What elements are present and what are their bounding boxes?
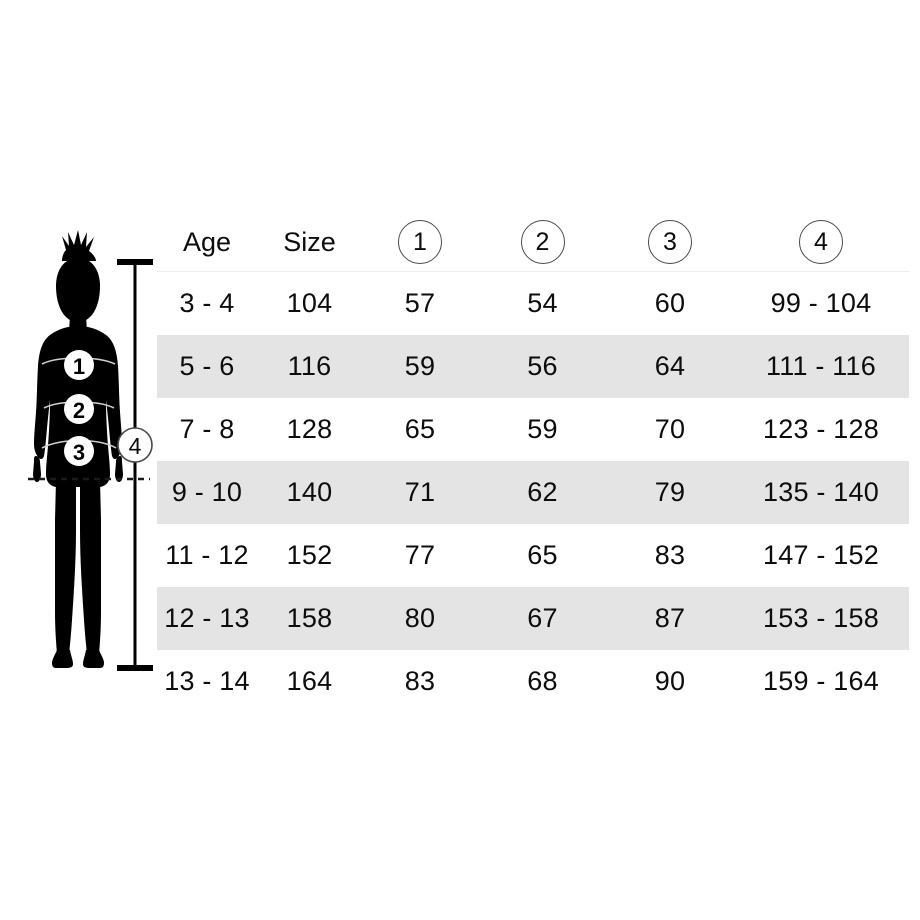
marker-2: 2	[64, 394, 94, 424]
column-header-measure-3: 3	[607, 213, 733, 272]
cell-size: 140	[286, 477, 333, 507]
cell-size: 152	[286, 540, 333, 570]
cell-m2: 54	[527, 288, 558, 318]
cell-m2: 67	[527, 603, 558, 633]
cell-m4: 147 - 152	[763, 540, 879, 570]
cell-age: 11 - 12	[165, 540, 249, 570]
height-ruler-icon: 4	[117, 259, 153, 671]
cell-age: 13 - 14	[164, 666, 250, 696]
column-header-size: Size	[283, 226, 336, 257]
column-header-measure-4: 4	[733, 213, 909, 272]
cell-age: 9 - 10	[171, 477, 243, 507]
circled-number-1-icon: 1	[398, 220, 442, 264]
cell-m1: 59	[404, 351, 436, 381]
size-table: Age Size 1 2 3 4 3 - 4 104 57 54 60 99 - 104 5…	[157, 213, 909, 713]
circled-number-3-icon: 3	[648, 220, 692, 264]
cell-m1: 77	[404, 540, 436, 570]
table-row: 12 - 13 158 80 67 87 153 - 158	[157, 587, 909, 650]
cell-m3: 90	[654, 666, 686, 696]
table-row: 11 - 12 152 77 65 83 147 - 152	[157, 524, 909, 587]
cell-m1: 71	[404, 477, 436, 507]
cell-size: 116	[287, 351, 332, 381]
cell-m4: 135 - 140	[763, 477, 879, 507]
cell-m4: 111 - 116	[766, 351, 876, 381]
cell-m2: 62	[527, 477, 558, 507]
cell-age: 3 - 4	[179, 288, 235, 318]
cell-m3: 79	[654, 477, 686, 507]
table-row: 9 - 10 140 71 62 79 135 - 140	[157, 461, 909, 524]
marker-4-label: 4	[129, 433, 142, 459]
cell-m3: 87	[654, 603, 686, 633]
cell-age: 7 - 8	[179, 414, 235, 444]
cell-m3: 60	[654, 288, 686, 318]
cell-m1: 57	[404, 288, 436, 318]
cell-size: 164	[286, 666, 333, 696]
table-row: 5 - 6 116 59 56 64 111 - 116	[157, 335, 909, 398]
table-row: 7 - 8 128 65 59 70 123 - 128	[157, 398, 909, 461]
cell-age: 5 - 6	[179, 351, 235, 381]
column-header-age: Age	[182, 226, 232, 257]
marker-1: 1	[64, 350, 94, 380]
table-body: 3 - 4 104 57 54 60 99 - 104 5 - 6 116 59 56 64 111 …	[157, 272, 909, 713]
cell-m1: 80	[404, 603, 436, 633]
marker-1-label: 1	[73, 354, 85, 379]
cell-size: 104	[286, 288, 333, 318]
table-row: 13 - 14 164 83 68 90 159 - 164	[157, 650, 909, 713]
cell-m3: 83	[654, 540, 686, 570]
column-header-measure-2: 2	[478, 213, 607, 272]
female-silhouette-icon: 1 2 3	[28, 230, 150, 668]
cell-m4: 123 - 128	[763, 414, 879, 444]
cell-m2: 68	[527, 666, 558, 696]
cell-size: 128	[286, 414, 333, 444]
marker-3-label: 3	[73, 440, 85, 465]
cell-size: 158	[286, 603, 333, 633]
table-row: 3 - 4 104 57 54 60 99 - 104	[157, 272, 909, 335]
cell-m2: 56	[527, 351, 558, 381]
cell-m2: 65	[527, 540, 558, 570]
column-header-measure-1: 1	[362, 213, 478, 272]
cell-m4: 153 - 158	[763, 603, 879, 633]
cell-m1: 83	[404, 666, 436, 696]
table-header-row: Age Size 1 2 3 4	[157, 213, 909, 272]
circled-number-4-icon: 4	[799, 220, 843, 264]
cell-m4: 99 - 104	[770, 288, 872, 318]
marker-3: 3	[64, 436, 94, 466]
cell-m1: 65	[404, 414, 436, 444]
body-figure-illustration: 1 2 3	[10, 230, 150, 680]
cell-m3: 64	[654, 351, 686, 381]
cell-m2: 59	[527, 414, 558, 444]
circled-number-2-icon: 2	[520, 220, 565, 264]
cell-m3: 70	[654, 414, 686, 444]
height-measurement-bar: 4	[105, 255, 165, 675]
cell-m4: 159 - 164	[763, 666, 879, 696]
cell-age: 12 - 13	[164, 603, 250, 633]
marker-4: 4	[117, 427, 153, 463]
marker-2-label: 2	[73, 398, 85, 423]
